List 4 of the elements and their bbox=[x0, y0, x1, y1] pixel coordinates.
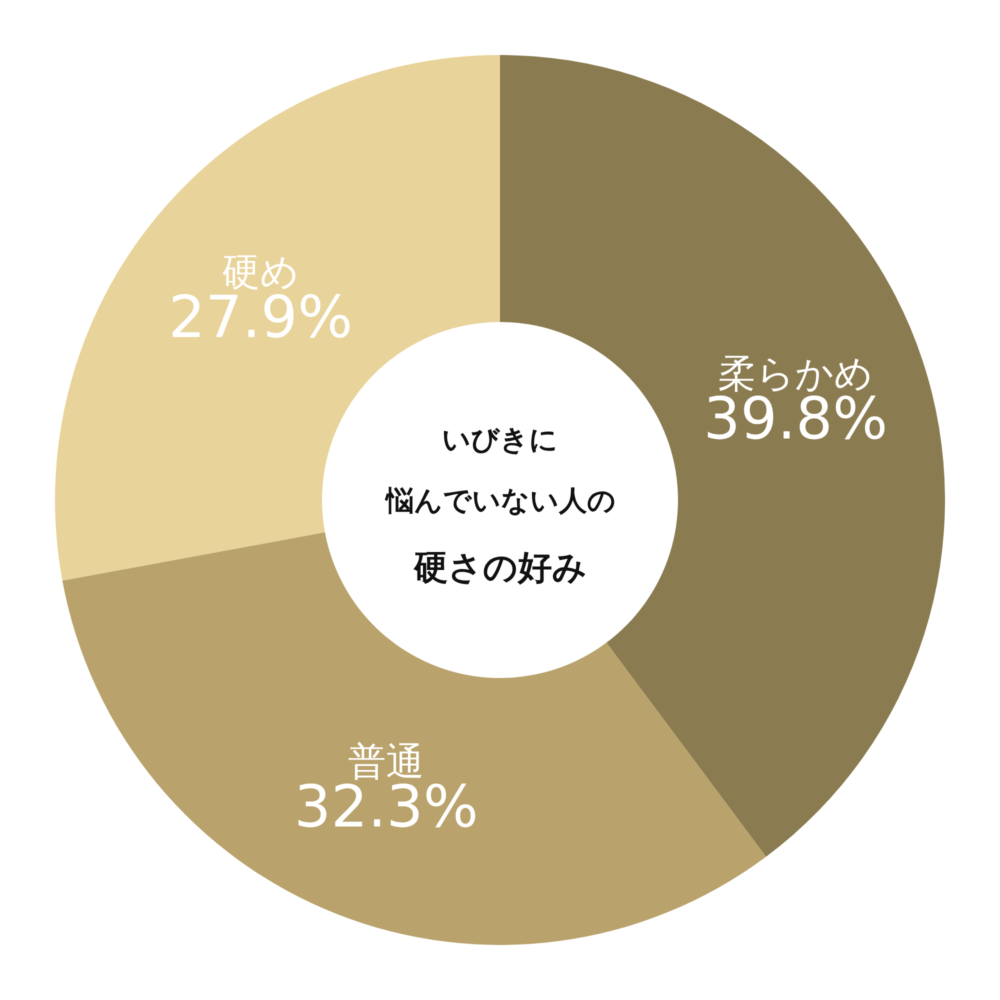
text: いびきに bbox=[442, 423, 558, 456]
text: 悩んでいない人の bbox=[384, 484, 616, 517]
donut-slice bbox=[62, 532, 766, 945]
text: 硬さの好み bbox=[413, 548, 587, 588]
